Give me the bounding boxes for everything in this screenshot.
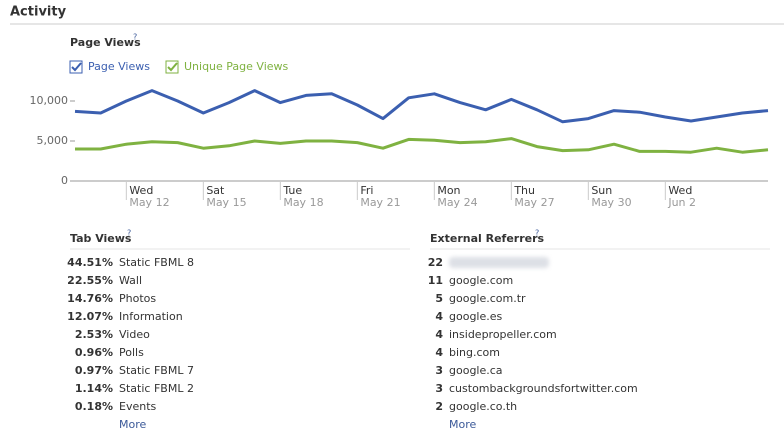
legend-label[interactable]: Page Views — [88, 60, 150, 73]
check-mark — [71, 62, 82, 72]
x-tick-date: May 27 — [514, 196, 554, 209]
count: 4 — [435, 328, 443, 341]
more-link[interactable]: More — [119, 418, 147, 431]
x-tick-date: May 24 — [437, 196, 477, 209]
series-line — [74, 89, 769, 124]
tab-name: Wall — [119, 274, 142, 287]
tab-name: Video — [119, 328, 150, 341]
help[interactable]: ? — [127, 229, 131, 238]
tab-name: Static FBML 2 — [119, 382, 194, 395]
help[interactable]: ? — [535, 229, 539, 238]
check-mark — [167, 62, 178, 72]
percent: 2.53% — [75, 328, 113, 341]
referrer-name: google.ca — [449, 364, 503, 377]
blurred-referrer — [449, 257, 549, 268]
tab-name: Information — [119, 310, 183, 323]
count: 4 — [435, 310, 443, 323]
percent: 44.51% — [67, 256, 113, 269]
percent: 14.76% — [67, 292, 113, 305]
x-tick-day: Sun — [591, 184, 612, 197]
count: 2 — [435, 400, 443, 413]
count: 3 — [435, 382, 443, 395]
tab-name: Static FBML 7 — [119, 364, 194, 377]
tab-views-title: Tab Views — [70, 232, 132, 245]
x-tick-day: Tue — [282, 184, 302, 197]
x-tick-date: Jun 2 — [667, 196, 696, 209]
help[interactable]: ? — [133, 33, 137, 42]
x-tick-date: May 21 — [360, 196, 400, 209]
referrers-title: External Referrers — [430, 232, 545, 245]
x-tick-day: Mon — [437, 184, 460, 197]
more-link[interactable]: More — [449, 418, 477, 431]
percent: 12.07% — [67, 310, 113, 323]
count: 5 — [435, 292, 443, 305]
x-tick-day: Thu — [513, 184, 535, 197]
count: 4 — [435, 346, 443, 359]
referrer-name: google.es — [449, 310, 503, 323]
percent: 0.96% — [75, 346, 113, 359]
percent: 22.55% — [67, 274, 113, 287]
count: 22 — [428, 256, 443, 269]
x-tick-day: Sat — [206, 184, 225, 197]
x-tick-day: Fri — [360, 184, 373, 197]
legend-label[interactable]: Unique Page Views — [184, 60, 289, 73]
referrer-name: insidepropeller.com — [449, 328, 557, 341]
referrer-name: google.co.th — [449, 400, 517, 413]
x-tick-date: May 18 — [283, 196, 323, 209]
percent: 1.14% — [75, 382, 113, 395]
y-tick-label: 10,000 — [30, 94, 69, 107]
x-tick-date: May 15 — [206, 196, 246, 209]
x-tick-date: May 12 — [129, 196, 169, 209]
y-tick-label: 5,000 — [37, 134, 69, 147]
chart-title: Page Views — [70, 36, 141, 49]
percent: 0.97% — [75, 364, 113, 377]
tab-name: Events — [119, 400, 157, 413]
count: 3 — [435, 364, 443, 377]
x-tick-date: May 30 — [591, 196, 631, 209]
referrer-name: google.com — [449, 274, 513, 287]
series-line — [75, 137, 769, 154]
count: 11 — [428, 274, 443, 287]
referrer-name: bing.com — [449, 346, 500, 359]
percent: 0.18% — [75, 400, 113, 413]
tab-name: Photos — [119, 292, 156, 305]
referrer-name: custombackgroundsfortwitter.com — [449, 382, 638, 395]
x-tick-day: Wed — [129, 184, 153, 197]
tab-name: Polls — [119, 346, 144, 359]
tab-name: Static FBML 8 — [119, 256, 194, 269]
referrer-name: google.com.tr — [449, 292, 526, 305]
section-title: Activity — [10, 5, 67, 20]
x-tick-day: Wed — [668, 184, 692, 197]
y-tick-label: 0 — [61, 174, 68, 187]
